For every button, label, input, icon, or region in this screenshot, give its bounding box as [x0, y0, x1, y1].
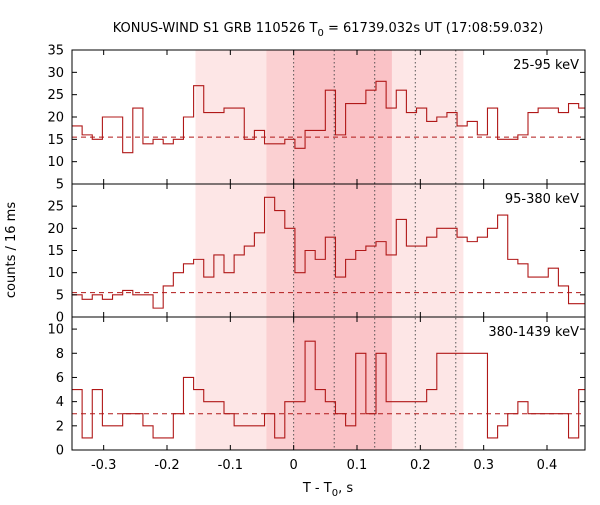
y-tick-label: 5 [56, 178, 64, 193]
x-tick-label: 0.3 [473, 458, 494, 473]
x-tick-label: -0.1 [218, 458, 243, 473]
light-curve-2 [72, 340, 585, 439]
y-tick-label: 6 [56, 371, 64, 386]
y-tick-label: 8 [56, 347, 64, 362]
y-tick-label: 25 [47, 88, 64, 103]
shaded-intervals [195, 50, 464, 450]
x-axis-label: T - T0, s [302, 481, 353, 499]
y-tick-label: 35 [47, 44, 64, 59]
y-tick-label: 30 [47, 66, 64, 81]
axes [71, 49, 586, 451]
light-curves [72, 80, 585, 439]
y-tick-label: 20 [47, 111, 64, 126]
chart-title: KONUS-WIND S1 GRB 110526 T0 = 61739.032s… [113, 21, 544, 39]
x-tick-label: -0.3 [91, 458, 116, 473]
y-tick-label: 0 [56, 311, 64, 326]
x-tick-label: 0.1 [347, 458, 368, 473]
background-levels [72, 136, 585, 415]
y-tick-label: 4 [56, 395, 64, 410]
y-tick-label: 25 [47, 200, 64, 215]
x-tick-label: -0.2 [154, 458, 179, 473]
y-tick-label: 2 [56, 419, 64, 434]
energy-band-label: 25-95 keV [513, 58, 579, 73]
time-markers [293, 50, 457, 450]
x-tick-label: 0 [290, 458, 298, 473]
y-tick-label: 15 [47, 133, 64, 148]
y-tick-label: 0 [56, 444, 64, 459]
panel-frame-2 [71, 316, 586, 451]
y-tick-label: 20 [47, 222, 64, 237]
x-tick-label: 0.4 [537, 458, 558, 473]
y-tick-label: 5 [56, 288, 64, 303]
light-curve-0 [72, 80, 585, 154]
y-tick-label: 10 [47, 266, 64, 281]
y-tick-label: 15 [47, 244, 64, 259]
energy-band-label: 95-380 keV [505, 192, 579, 207]
y-axis-label: counts / 16 ms [4, 202, 19, 298]
light-curve-1 [72, 196, 585, 309]
y-tick-label: 10 [47, 323, 64, 338]
x-tick-label: 0.2 [410, 458, 431, 473]
energy-band-label: 380-1439 keV [488, 325, 579, 340]
y-tick-label: 10 [47, 155, 64, 170]
